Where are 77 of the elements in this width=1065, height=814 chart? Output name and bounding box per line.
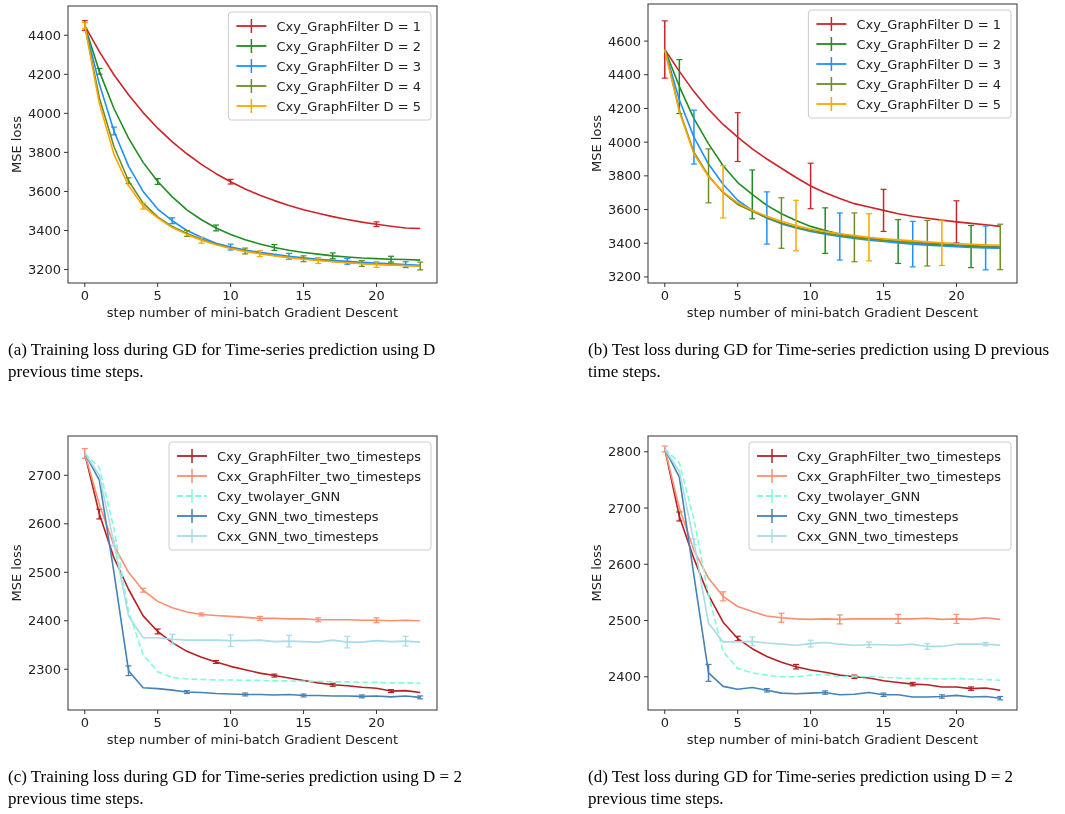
legend-label: Cxy_GNN_two_timesteps <box>797 508 959 524</box>
y-tick-label: 4600 <box>607 33 641 49</box>
x-tick-label: 5 <box>153 715 162 730</box>
legend-label: Cxx_GraphFilter_two_timesteps <box>797 468 1002 484</box>
y-tick-label: 4000 <box>27 105 61 121</box>
y-tick-label: 2600 <box>607 556 641 572</box>
x-tick-label: 10 <box>222 288 239 303</box>
text: (d) Test loss during GD for Time-series prediction using D = 2 previous time steps. <box>588 767 1014 808</box>
legend-label: Cxy_GraphFilter D = 3 <box>856 56 1001 72</box>
x-tick-label: 20 <box>368 288 385 303</box>
y-tick-label: 3200 <box>607 269 641 285</box>
x-tick-label: 10 <box>802 288 819 303</box>
x-tick-label: 15 <box>875 715 892 730</box>
legend-label: Cxy_twolayer_GNN <box>217 488 341 504</box>
y-tick-label: 2400 <box>607 669 641 685</box>
legend-label: Cxy_GraphFilter D = 1 <box>856 16 1001 32</box>
y-axis-title: MSE loss <box>9 544 24 602</box>
x-tick-label: 5 <box>153 288 162 303</box>
x-tick-label: 5 <box>733 288 742 303</box>
y-axis-title: MSE loss <box>9 115 24 173</box>
x-tick-label: 0 <box>80 715 89 730</box>
y-axis-title: MSE loss <box>589 114 604 172</box>
x-tick-label: 5 <box>733 715 742 730</box>
y-tick-label: 4400 <box>607 67 641 83</box>
x-tick-label: 0 <box>660 288 669 303</box>
y-tick-label: 2500 <box>27 564 61 580</box>
x-axis-title: step number of mini-batch Gradient Descent <box>106 732 399 747</box>
x-tick-label: 10 <box>802 715 819 730</box>
y-tick-label: 3800 <box>27 144 61 160</box>
y-tick-label: 2600 <box>27 516 61 532</box>
x-tick-label: 0 <box>660 715 669 730</box>
y-tick-label: 4400 <box>27 27 61 43</box>
x-tick-label: 15 <box>295 288 312 303</box>
legend-label: Cxx_GNN_two_timesteps <box>797 528 959 544</box>
y-tick-label: 2700 <box>27 467 61 483</box>
x-tick-label: 20 <box>948 288 965 303</box>
y-tick-label: 2700 <box>607 500 641 516</box>
x-tick-label: 10 <box>222 715 239 730</box>
y-tick-label: 3400 <box>607 235 641 251</box>
x-tick-label: 0 <box>80 288 89 303</box>
x-axis-title: step number of mini-batch Gradient Descent <box>106 305 399 320</box>
x-tick-label: 20 <box>948 715 965 730</box>
y-tick-label: 2400 <box>27 613 61 629</box>
x-tick-label: 20 <box>368 715 385 730</box>
y-tick-label: 3400 <box>27 222 61 238</box>
y-tick-label: 2300 <box>27 661 61 677</box>
legend-label: Cxy_GraphFilter D = 2 <box>276 38 421 54</box>
legend-label: Cxy_twolayer_GNN <box>797 488 921 504</box>
y-axis-title: MSE loss <box>589 544 604 602</box>
legend-label: Cxx_GNN_two_timesteps <box>217 528 379 544</box>
legend-label: Cxy_GraphFilter D = 1 <box>276 18 421 34</box>
y-tick-label: 3600 <box>607 202 641 218</box>
text: (b) Test loss during GD for Time-series prediction using D previous time steps. <box>588 340 1050 381</box>
legend-label: Cxy_GNN_two_timesteps <box>217 508 379 524</box>
text: (a) Training loss during GD for Time-series prediction using D previous time steps. <box>8 340 436 381</box>
x-axis-title: step number of mini-batch Gradient Descent <box>686 305 979 320</box>
y-tick-label: 4200 <box>607 100 641 116</box>
legend-label: Cxx_GraphFilter_two_timesteps <box>217 468 422 484</box>
legend-label: Cxy_GraphFilter D = 5 <box>276 98 421 114</box>
x-axis-title: step number of mini-batch Gradient Descent <box>686 732 979 747</box>
legend-label: Cxy_GraphFilter D = 4 <box>276 78 421 94</box>
y-tick-label: 3800 <box>607 168 641 184</box>
legend-label: Cxy_GraphFilter D = 3 <box>276 58 421 74</box>
legend-label: Cxy_GraphFilter D = 4 <box>856 76 1001 92</box>
y-tick-label: 3200 <box>27 262 61 278</box>
legend-label: Cxy_GraphFilter D = 2 <box>856 36 1001 52</box>
x-tick-label: 15 <box>295 715 312 730</box>
y-tick-label: 2500 <box>607 613 641 629</box>
y-tick-label: 4200 <box>27 66 61 82</box>
x-tick-label: 15 <box>875 288 892 303</box>
y-tick-label: 4000 <box>607 134 641 150</box>
y-tick-label: 3600 <box>27 183 61 199</box>
legend-label: Cxy_GraphFilter_two_timesteps <box>797 448 1002 464</box>
legend-label: Cxy_GraphFilter D = 5 <box>856 96 1001 112</box>
text: (c) Training loss during GD for Time-series prediction using D = 2 previous time steps. <box>8 767 462 808</box>
legend-label: Cxy_GraphFilter_two_timesteps <box>217 448 422 464</box>
y-tick-label: 2800 <box>607 444 641 460</box>
